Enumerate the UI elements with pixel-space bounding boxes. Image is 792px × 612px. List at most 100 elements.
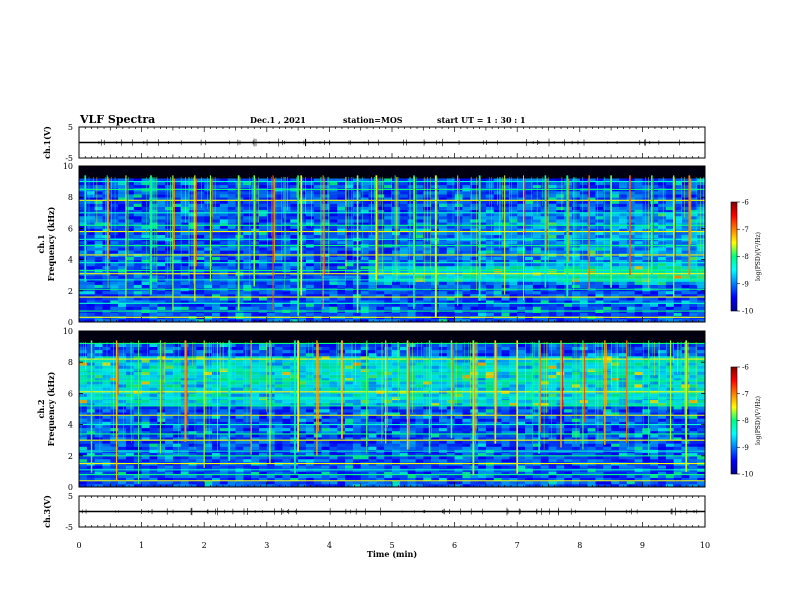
spectrogram-cell [102, 362, 111, 366]
spectrogram-cell [125, 300, 135, 304]
spectrogram-cell [470, 178, 479, 182]
spectrogram-cell [689, 184, 698, 189]
spectrogram-cell [337, 303, 346, 307]
spectrogram-cell [118, 284, 127, 289]
spectrogram-cell [274, 300, 283, 304]
spectrogram-cell [399, 284, 409, 289]
spectrogram-cell [368, 250, 377, 254]
spectrogram-cell [321, 184, 330, 189]
spectrogram-cell [697, 250, 706, 254]
spectrogram-cell [415, 247, 424, 251]
spectrogram-cell [243, 234, 252, 239]
spectrogram-cell [157, 212, 166, 217]
spectrogram-cell [485, 212, 495, 217]
spectrogram-cell [298, 318, 307, 323]
spectrogram-cell [399, 312, 409, 317]
spectrogram-cell [611, 240, 620, 245]
spectrogram-cell [587, 297, 596, 301]
spectrogram-cell [446, 234, 455, 239]
spectrogram-cell [579, 250, 589, 254]
spectrogram-cell [165, 377, 174, 382]
spectrogram-cell [274, 209, 283, 214]
spectrogram-cell [94, 477, 103, 482]
spectrogram-cell [212, 259, 221, 264]
spectrogram-cell [141, 346, 150, 351]
spectrogram-cell [665, 284, 675, 289]
spectrogram-cell [172, 197, 182, 201]
spectrogram-cell [251, 200, 260, 204]
spectrogram-cell [172, 194, 182, 198]
spectrogram-cell [102, 412, 111, 416]
spectrogram-cell [697, 281, 706, 285]
spectrogram-cell [329, 297, 338, 301]
spectrogram-cell [102, 222, 111, 226]
spectrogram-cell [157, 402, 166, 407]
spectrogram-cell [118, 303, 127, 307]
spectrogram-cell [532, 306, 542, 310]
spectrogram-cell [79, 240, 88, 245]
spectrogram-cell [478, 212, 487, 217]
spectrogram-cell [634, 190, 643, 195]
spectrogram-cell [110, 421, 119, 425]
spectrogram-cell [165, 284, 174, 289]
spectrogram-cell [102, 352, 111, 357]
spectrogram-cell [282, 178, 291, 182]
spectrogram-cell [665, 240, 675, 245]
spectrogram-cell [219, 247, 229, 251]
spectrogram-cell [204, 219, 213, 223]
spectrogram-cell [321, 303, 330, 307]
spectrogram-cell [258, 240, 268, 245]
spectrogram-cell [407, 206, 416, 211]
spectrogram-cell [133, 222, 142, 226]
spectrogram-cell [618, 215, 628, 220]
spectrogram-cell [149, 240, 158, 245]
spectrogram-cell [673, 219, 682, 223]
spectrogram-cell [462, 290, 471, 295]
spectrogram-cell [313, 222, 322, 226]
spectrogram-cell [313, 215, 322, 220]
spectrogram-cell [337, 197, 346, 201]
spectrogram-cell [587, 312, 596, 317]
spectrogram-cell [384, 281, 393, 285]
spectrogram-cell [157, 359, 166, 363]
spectrogram-cell [141, 455, 150, 460]
spectrogram-cell [141, 399, 150, 404]
spectrogram-cell [79, 421, 88, 425]
spectrogram-cell [165, 318, 174, 323]
spectrogram-cell [305, 225, 315, 229]
spectrogram-cell [329, 197, 338, 201]
spectrogram-cell [118, 387, 127, 391]
spectrogram-cell [658, 259, 667, 264]
spectrogram-cell [329, 247, 338, 251]
spectrogram-cell [634, 318, 643, 323]
spectrogram-cell [618, 312, 628, 317]
spectrogram-cell [110, 437, 119, 441]
spectrogram-cell [157, 250, 166, 254]
spectrogram-cell [110, 215, 119, 220]
spectrogram-cell [79, 418, 88, 422]
spectrogram-cell [587, 250, 596, 254]
spectrogram-cell [501, 259, 510, 264]
spectrogram-cell [235, 300, 244, 304]
spectrogram-cell [650, 265, 659, 270]
spectrogram-cell [681, 228, 690, 232]
spectrogram-cell [266, 190, 276, 195]
spectrogram-cell [595, 203, 604, 207]
spectrogram-cell [133, 402, 142, 407]
spectrogram-cell [212, 200, 221, 204]
spectrogram-cell [478, 250, 487, 254]
spectrogram-cell [86, 477, 96, 482]
spectrogram-cell [305, 206, 315, 211]
spectrogram-cell [282, 215, 291, 220]
spectrogram-cell [133, 352, 142, 357]
spectrogram-cell [133, 371, 142, 376]
spectrogram-cell [470, 219, 479, 223]
spectrogram-cell [133, 399, 142, 404]
spectrogram-cell [681, 275, 690, 279]
spectrogram-cell [196, 240, 205, 245]
spectrogram-cell [493, 306, 502, 310]
spectrogram-cell [446, 178, 455, 182]
spectrogram-cell [149, 443, 158, 447]
spectrogram-cell [133, 437, 142, 441]
spectrogram-cell [86, 206, 96, 211]
